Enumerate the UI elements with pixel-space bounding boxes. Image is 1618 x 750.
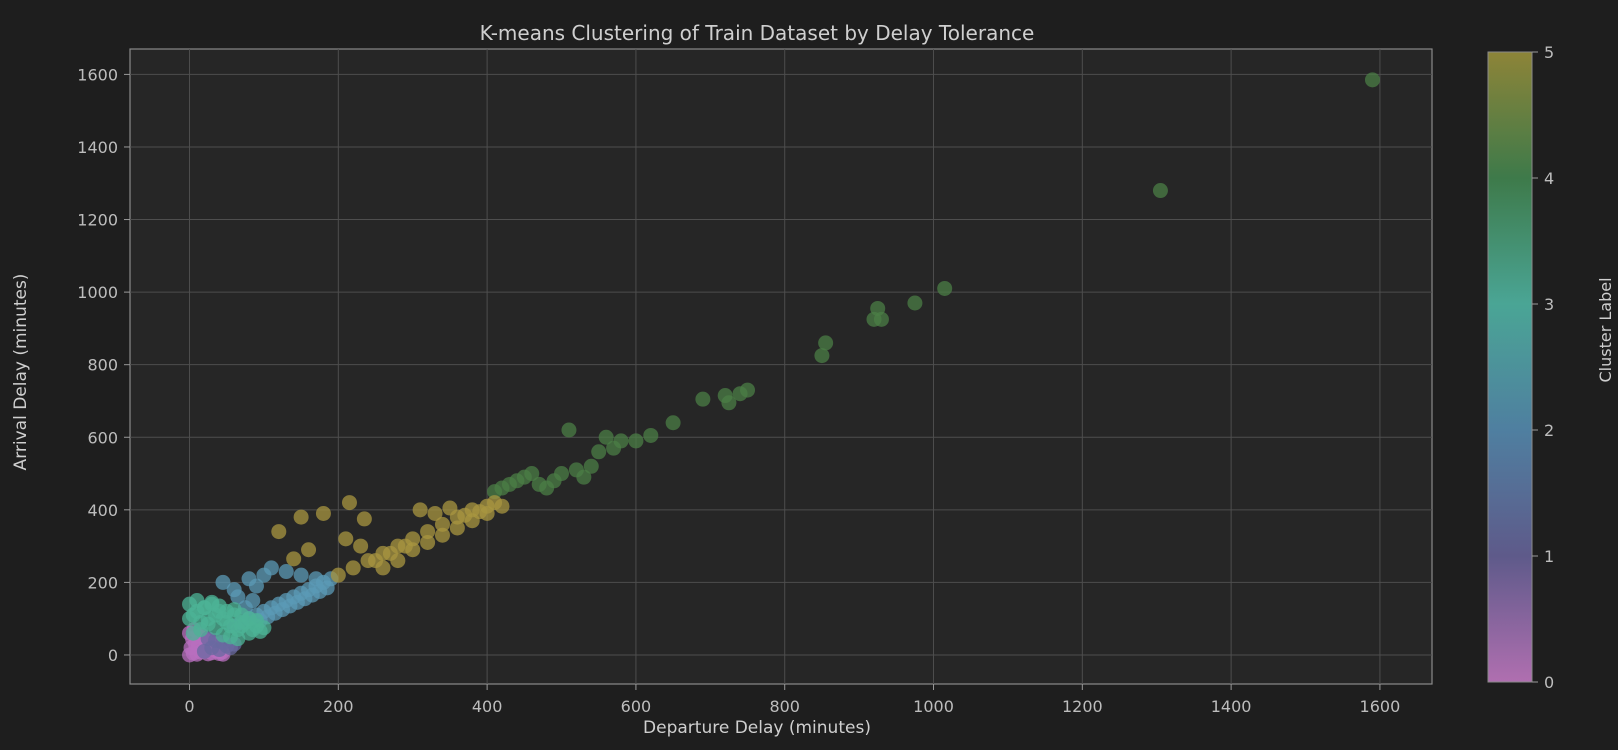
- colorbar-tick-label: 2: [1544, 421, 1554, 440]
- y-tick-label: 1400: [77, 138, 118, 157]
- colorbar-tick-label: 0: [1544, 673, 1554, 692]
- data-point: [353, 538, 369, 554]
- data-point: [278, 564, 294, 580]
- y-tick-label: 1000: [77, 283, 118, 302]
- data-point: [230, 631, 246, 647]
- data-point: [576, 469, 592, 485]
- data-point: [1152, 183, 1168, 199]
- data-point: [271, 524, 287, 540]
- data-point: [375, 560, 391, 576]
- data-point: [405, 542, 421, 558]
- y-tick-label: 1200: [77, 211, 118, 230]
- plot-frame: [129, 48, 1433, 685]
- y-tick-label: 800: [87, 356, 118, 375]
- data-point: [420, 524, 436, 540]
- x-axis-label: Departure Delay (minutes): [643, 718, 871, 738]
- data-point: [583, 458, 599, 474]
- data-point: [330, 567, 346, 583]
- data-point: [293, 567, 309, 583]
- data-point: [598, 429, 614, 445]
- colorbar-tick-label: 1: [1544, 547, 1554, 566]
- y-tick-label: 1600: [77, 65, 118, 84]
- data-point: [524, 466, 540, 482]
- data-point: [907, 295, 923, 311]
- data-point: [434, 527, 450, 543]
- data-point: [818, 335, 834, 351]
- data-point: [308, 571, 324, 587]
- x-tick-label: 0: [184, 697, 194, 716]
- data-point: [442, 500, 458, 516]
- chart-title: K-means Clustering of Train Dataset by D…: [480, 21, 1035, 45]
- data-point: [591, 444, 607, 460]
- data-point: [873, 311, 889, 327]
- data-point: [286, 551, 302, 567]
- data-point: [341, 495, 357, 511]
- data-point: [293, 509, 309, 525]
- data-point: [665, 415, 681, 431]
- data-point: [449, 520, 465, 536]
- data-point: [937, 280, 953, 296]
- data-point: [319, 580, 335, 596]
- colorbar-gradient: [1487, 51, 1533, 683]
- data-point: [643, 427, 659, 443]
- data-point: [1364, 72, 1380, 88]
- data-point: [245, 593, 261, 609]
- x-tick-label: 1400: [1211, 697, 1252, 716]
- data-point: [814, 348, 830, 364]
- data-point: [695, 391, 711, 407]
- x-tick-label: 400: [472, 697, 503, 716]
- x-tick-label: 600: [621, 697, 652, 716]
- data-point: [561, 422, 577, 438]
- y-tick-label: 0: [108, 646, 118, 665]
- x-tick-label: 1000: [913, 697, 954, 716]
- x-tick-label: 1600: [1360, 697, 1401, 716]
- data-point: [390, 553, 406, 569]
- colorbar: 0 1 2 3 4 5: [1487, 43, 1554, 692]
- data-point: [248, 613, 264, 628]
- data-point: [412, 502, 428, 518]
- x-tick-label: 200: [323, 697, 354, 716]
- data-point: [740, 382, 756, 398]
- y-axis-label: Arrival Delay (minutes): [11, 274, 31, 471]
- data-point: [464, 513, 480, 529]
- colorbar-tick-label: 5: [1544, 43, 1554, 62]
- data-point: [248, 578, 264, 594]
- data-point: [338, 531, 354, 547]
- data-point: [345, 560, 361, 576]
- data-point: [315, 505, 331, 521]
- data-point: [494, 498, 510, 514]
- colorbar-tick-label: 3: [1544, 295, 1554, 314]
- data-point: [721, 395, 737, 411]
- colorbar-tick-label: 4: [1544, 169, 1554, 188]
- data-point: [263, 560, 279, 576]
- data-point: [479, 505, 495, 521]
- x-tick-label: 1200: [1062, 697, 1103, 716]
- data-point: [427, 505, 443, 521]
- data-point: [613, 433, 629, 449]
- data-point: [301, 542, 317, 558]
- data-point: [215, 574, 231, 590]
- data-point: [356, 511, 372, 527]
- data-point: [628, 433, 644, 449]
- y-tick-label: 400: [87, 501, 118, 520]
- y-tick-label: 600: [87, 428, 118, 447]
- data-point: [420, 534, 436, 550]
- colorbar-label: Cluster Label: [1596, 277, 1615, 382]
- x-tick-label: 800: [769, 697, 800, 716]
- data-point: [434, 516, 450, 532]
- y-tick-label: 200: [87, 573, 118, 592]
- data-point: [554, 466, 570, 482]
- plot-area: 0 200 400 600 800 1000 1200 1400 1600 0 200 400 600 8…: [77, 48, 1433, 716]
- data-point: [230, 589, 246, 605]
